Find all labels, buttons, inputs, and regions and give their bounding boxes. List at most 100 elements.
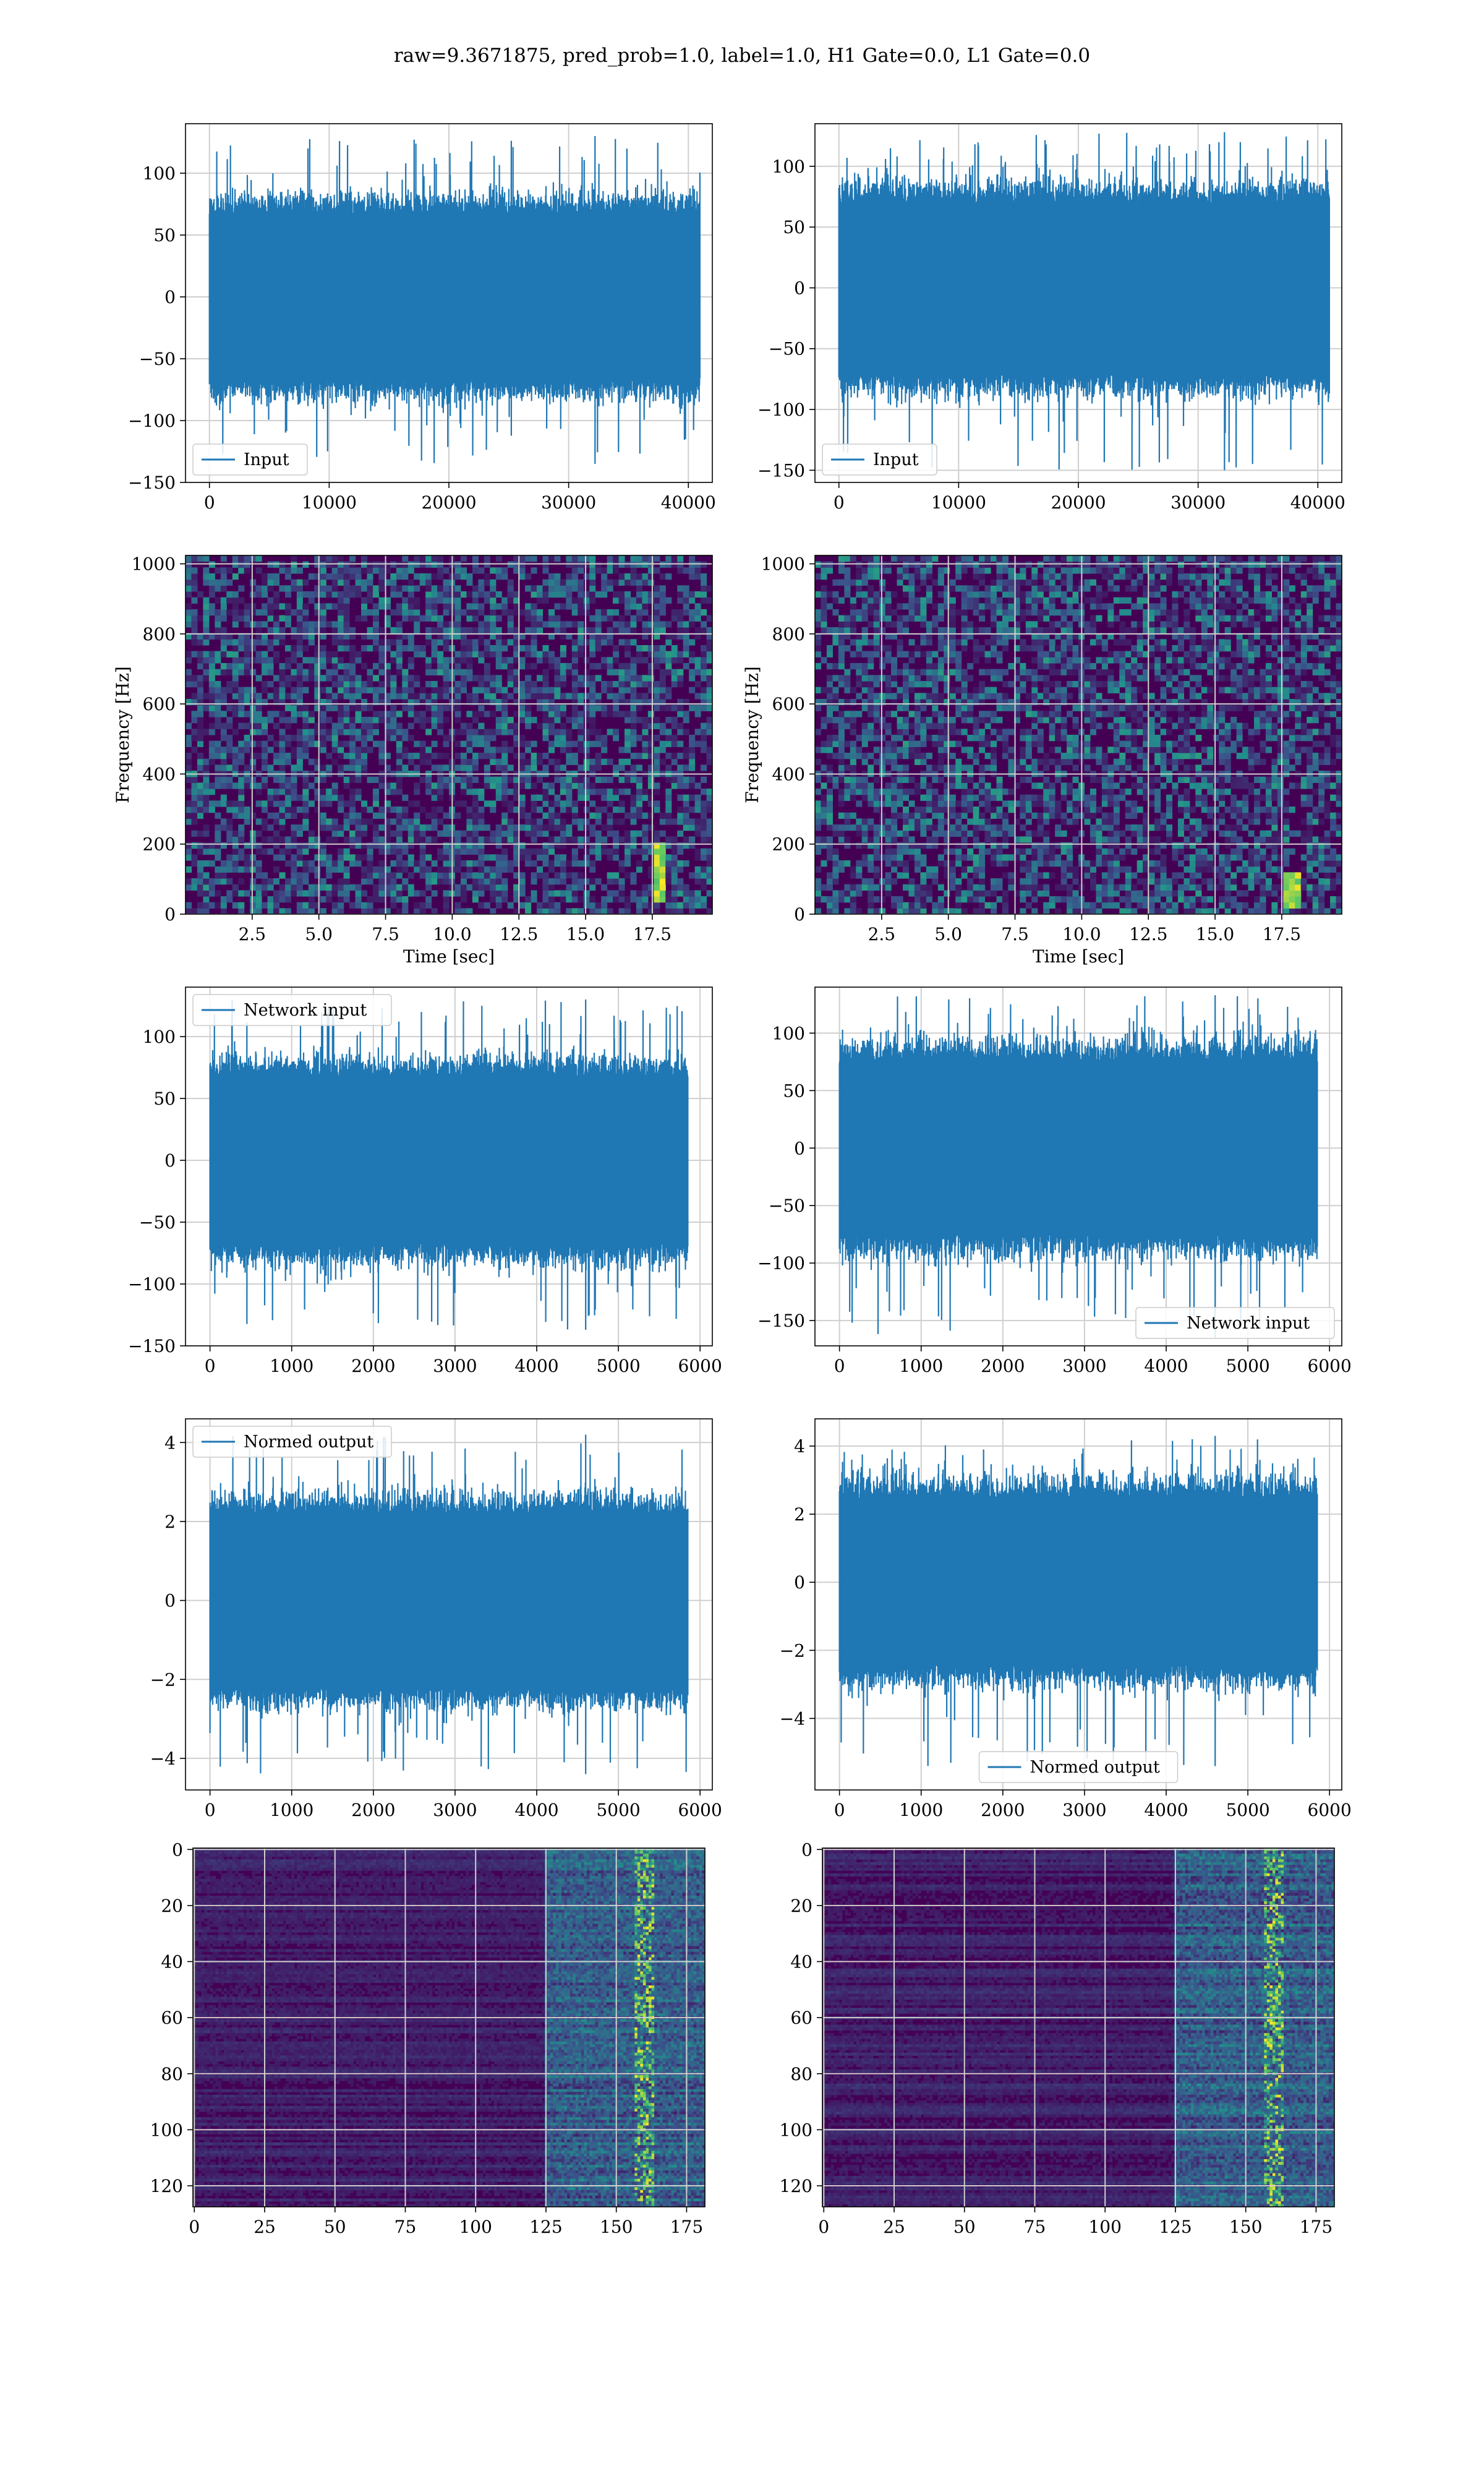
heatmap-cell [291, 657, 297, 664]
heatmap-cell [1219, 902, 1226, 909]
heatmap-cell [396, 669, 403, 675]
heatmap-cell [844, 896, 851, 903]
heatmap-cell [250, 782, 257, 789]
heatmap-cell [548, 687, 555, 693]
heatmap-cell [1043, 776, 1050, 783]
heatmap-cell [331, 555, 338, 562]
heatmap-cell [973, 812, 979, 819]
heatmap-cell [419, 860, 426, 867]
heatmap-cell [571, 818, 578, 825]
heatmap-cell [583, 878, 590, 885]
heatmap-cell [490, 896, 497, 903]
heatmap-cell [460, 740, 467, 747]
heatmap-cell [255, 729, 262, 735]
heatmap-cell [1189, 830, 1196, 837]
heatmap-cell [630, 704, 637, 711]
heatmap-cell [683, 890, 689, 897]
heatmap-cell [215, 812, 221, 819]
heatmap-cell [466, 591, 473, 598]
heatmap-cell [838, 812, 845, 819]
heatmap-cell [215, 902, 221, 909]
heatmap-cell [396, 735, 403, 742]
heatmap-cell [1166, 800, 1173, 807]
heatmap-cell [1107, 848, 1114, 855]
heatmap-cell [226, 753, 233, 760]
heatmap-cell [402, 902, 409, 909]
heatmap-cell [220, 663, 227, 670]
heatmap-cell [944, 890, 950, 897]
heatmap-cell [414, 782, 420, 789]
heatmap-cell [914, 848, 921, 855]
heatmap-cell [665, 735, 672, 742]
heatmap-cell [226, 854, 233, 861]
heatmap-cell [296, 651, 303, 657]
heatmap-cell [683, 860, 689, 867]
heatmap-cell [961, 866, 968, 873]
heatmap-cell [262, 729, 268, 735]
heatmap-cell [250, 764, 257, 771]
heatmap-cell [850, 812, 856, 819]
heatmap-cell [238, 836, 245, 843]
heatmap-cell [850, 872, 856, 879]
heatmap-cell [296, 902, 303, 909]
legend-box [192, 443, 308, 476]
heatmap-cell [472, 812, 479, 819]
heatmap-cell [454, 902, 461, 909]
heatmap-cell [654, 693, 660, 700]
heatmap-cell [677, 908, 684, 914]
heatmap-cell [1136, 842, 1143, 849]
heatmap-cell [232, 669, 239, 675]
heatmap-cell [302, 860, 309, 867]
heatmap-cell [466, 675, 473, 682]
heatmap-cell [613, 657, 620, 664]
heatmap-cell [302, 776, 309, 783]
heatmap-cell [1101, 800, 1108, 807]
heatmap-cell [694, 603, 701, 610]
heatmap-cell [1043, 854, 1050, 861]
heatmap-cell [583, 854, 590, 861]
heatmap-cell [578, 585, 584, 592]
heatmap-cell [861, 789, 868, 795]
heatmap-cell [1043, 836, 1050, 843]
heatmap-cell [250, 717, 257, 724]
heatmap-cell [302, 609, 309, 616]
heatmap-cell [519, 764, 526, 771]
heatmap-cell [1072, 812, 1079, 819]
heatmap-cell [1230, 830, 1237, 837]
heatmap-cell [537, 794, 544, 801]
heatmap-cell [1312, 812, 1319, 819]
heatmap-cell [1260, 830, 1266, 837]
heatmap-cell [589, 591, 596, 598]
heatmap-cell [513, 597, 520, 604]
heatmap-cell [689, 567, 696, 574]
heatmap-cell [1008, 830, 1015, 837]
heatmap-cell [850, 896, 856, 903]
heatmap-cell [495, 663, 502, 670]
heatmap-cell [367, 854, 373, 861]
heatmap-cell [1020, 794, 1026, 801]
heatmap-cell [659, 884, 666, 891]
heatmap-cell [484, 573, 490, 580]
heatmap-cell [372, 872, 379, 879]
heatmap-cell [654, 603, 660, 610]
heatmap-cell [566, 579, 573, 586]
heatmap-cell [519, 717, 526, 724]
heatmap-cell [1031, 812, 1038, 819]
heatmap-cell [1271, 818, 1278, 825]
heatmap-cell [349, 789, 356, 795]
heatmap-cell [331, 830, 338, 837]
heatmap-cell [262, 848, 268, 855]
heatmap-cell [1230, 878, 1237, 885]
heatmap-cell [1160, 854, 1167, 861]
heatmap-cell [1049, 812, 1055, 819]
heatmap-cell [338, 621, 344, 628]
heatmap-cell [1043, 800, 1050, 807]
heatmap-cell [255, 842, 262, 849]
heatmap-cell [973, 860, 979, 867]
heatmap-cell [659, 681, 666, 688]
heatmap-cell [454, 681, 461, 688]
heatmap-cell [1172, 908, 1179, 914]
heatmap-cell [1060, 789, 1067, 795]
heatmap-cell [238, 645, 245, 652]
heatmap-cell [659, 597, 666, 604]
